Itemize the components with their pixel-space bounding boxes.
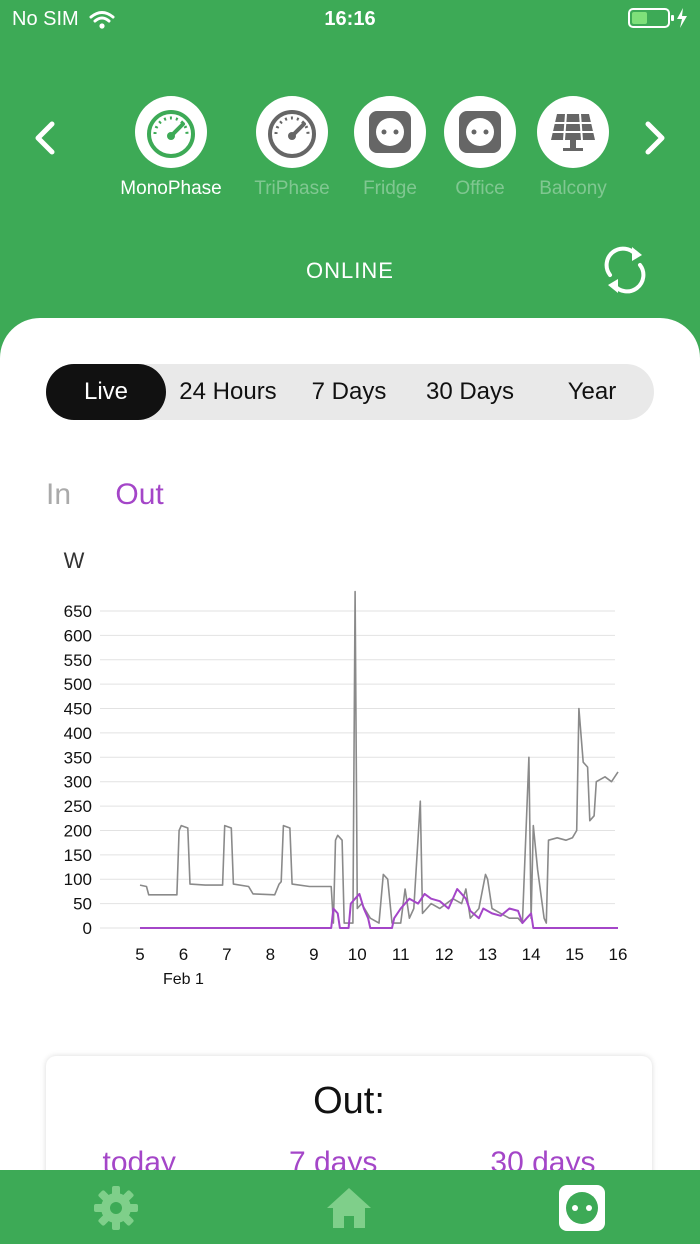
device-label: Balcony: [539, 178, 607, 199]
device-office[interactable]: Office: [420, 96, 540, 200]
y-axis-label: W: [64, 548, 85, 573]
connection-status: ONLINE: [306, 258, 394, 283]
tab-live[interactable]: Live: [46, 364, 166, 420]
x-tick-label: 16: [609, 945, 628, 964]
socket-icon: [369, 111, 411, 153]
x-tick-label: 5: [135, 945, 144, 964]
status-bar: No SIM 16:16: [0, 0, 700, 40]
speedometer-icon: [268, 110, 316, 158]
x-tick-label: 12: [435, 945, 454, 964]
device-balcony[interactable]: Balcony: [513, 96, 633, 200]
refresh-icon[interactable]: [598, 243, 652, 297]
x-tick-label: 6: [179, 945, 188, 964]
device-fridge[interactable]: Fridge: [330, 96, 450, 200]
home-icon[interactable]: [324, 1184, 374, 1232]
x-tick-label: 10: [348, 945, 367, 964]
tab-24-hours[interactable]: 24 Hours: [179, 378, 277, 405]
settings-icon[interactable]: [91, 1184, 141, 1232]
tab-year[interactable]: Year: [567, 378, 617, 405]
y-tick-label: 200: [64, 821, 92, 840]
flow-tabs: In Out: [46, 478, 164, 512]
x-tick-label: 14: [522, 945, 541, 964]
main-panel: Live 24 Hours 7 Days 30 Days Year In Out…: [0, 318, 700, 1236]
device-triphase[interactable]: TriPhase: [232, 96, 352, 200]
y-tick-label: 500: [64, 675, 92, 694]
x-tick-label: 8: [266, 945, 275, 964]
carrier-group: No SIM: [12, 8, 115, 31]
y-tick-label: 100: [64, 870, 92, 889]
y-tick-label: 50: [73, 895, 92, 914]
device-icon-circle: [135, 96, 207, 168]
device-label: TriPhase: [254, 178, 330, 199]
y-tick-label: 0: [83, 919, 92, 938]
chevron-right-icon[interactable]: [634, 118, 674, 158]
y-tick-label: 150: [64, 846, 92, 865]
socket-icon: [459, 111, 501, 153]
device-label: Office: [455, 178, 505, 199]
device-icon-circle: [354, 96, 426, 168]
carrier-label: No SIM: [12, 8, 79, 30]
battery-group: [628, 8, 688, 28]
clock: 16:16: [324, 8, 376, 30]
y-tick-label: 650: [64, 602, 92, 621]
device-selector: MonoPhase TriPhase Fridge: [0, 90, 700, 210]
power-chart: W 0 50 100 150 200 250 300 350 400 450 500 550 600 650…: [64, 548, 628, 988]
y-tick-label: 450: [64, 700, 92, 719]
bottom-nav: [0, 1170, 700, 1244]
chevron-left-icon[interactable]: [26, 118, 66, 158]
speedometer-icon: [147, 110, 195, 158]
x-sublabel: Feb 1: [163, 971, 204, 988]
device-icon-circle: [537, 96, 609, 168]
solar-panel-icon: [551, 113, 595, 151]
device-label: MonoPhase: [120, 178, 222, 199]
tab-out[interactable]: Out: [115, 478, 164, 511]
y-tick-label: 600: [64, 626, 92, 645]
x-tick-label: 15: [565, 945, 584, 964]
summary-title: Out:: [313, 1080, 385, 1122]
x-tick-label: 7: [222, 945, 231, 964]
device-icon-circle: [444, 96, 516, 168]
y-tick-label: 350: [64, 748, 92, 767]
device-monophase[interactable]: MonoPhase: [111, 96, 231, 200]
y-tick-label: 300: [64, 773, 92, 792]
y-tick-label: 550: [64, 651, 92, 670]
y-tick-label: 250: [64, 797, 92, 816]
battery-icon: [628, 8, 674, 28]
device-label: Fridge: [363, 178, 417, 199]
wifi-icon: [89, 10, 115, 29]
tab-7-days[interactable]: 7 Days: [311, 378, 387, 405]
range-selector: Live 24 Hours 7 Days 30 Days Year: [46, 364, 654, 420]
series-line-out: [140, 888, 618, 929]
y-tick-label: 400: [64, 724, 92, 743]
x-tick-label: 9: [309, 945, 318, 964]
tab-30-days[interactable]: 30 Days: [425, 378, 515, 405]
x-tick-label: 13: [478, 945, 497, 964]
charging-bolt-icon: [677, 8, 687, 28]
socket-icon[interactable]: [557, 1184, 607, 1232]
x-tick-label: 11: [392, 945, 410, 964]
device-icon-circle: [256, 96, 328, 168]
tab-in[interactable]: In: [46, 478, 72, 511]
series-line-in: [139, 590, 619, 924]
